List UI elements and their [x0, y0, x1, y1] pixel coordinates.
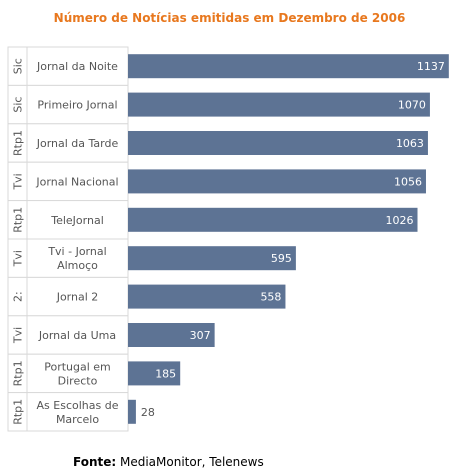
bar: [128, 169, 426, 194]
bar: [128, 54, 449, 79]
group-label: Rtp1: [12, 130, 25, 156]
source-text: MediaMonitor, Telenews: [116, 455, 264, 469]
data-label: 595: [271, 252, 292, 265]
label-cell: [26, 200, 129, 240]
bar: [128, 361, 181, 386]
category-label: Tvi - Jornal: [47, 245, 106, 258]
label-cell: [26, 161, 129, 202]
group-label: Tvi: [12, 327, 25, 344]
bar: [128, 284, 286, 309]
bar: [128, 131, 428, 155]
bar: [128, 399, 136, 424]
category-label: TeleJornal: [50, 214, 104, 227]
label-cell: [26, 276, 129, 317]
data-label: 1056: [394, 175, 422, 188]
category-label: Jornal da Uma: [38, 329, 116, 342]
data-label: 1063: [396, 137, 424, 150]
label-cell: [26, 84, 129, 125]
source-note: Fonte: MediaMonitor, Telenews: [73, 455, 264, 469]
category-label: Marcelo: [56, 413, 99, 426]
category-label: Directo: [58, 374, 98, 387]
category-label: Primeiro Jornal: [37, 99, 117, 112]
group-label: 2:: [12, 291, 25, 302]
data-label: 558: [260, 291, 281, 304]
group-label: Sic: [12, 97, 25, 113]
label-cell: [26, 353, 129, 394]
label-cell: [26, 392, 129, 432]
category-label: Jornal da Tarde: [36, 137, 119, 150]
group-label: Tvi: [12, 250, 25, 267]
data-label: 1137: [417, 60, 445, 73]
data-label: 307: [190, 329, 211, 342]
category-label: Jornal Nacional: [35, 175, 118, 188]
bar: [128, 207, 418, 232]
category-label: Almoço: [57, 259, 98, 272]
data-label: 1070: [398, 99, 426, 112]
data-label: 28: [141, 406, 155, 419]
bar: [128, 323, 215, 347]
chart-title: Número de Notícias emitidas em Dezembro …: [53, 11, 406, 25]
group-label: Rtp1: [12, 360, 25, 386]
bar: [128, 92, 430, 117]
data-label: 185: [155, 367, 176, 380]
group-label: Rtp1: [12, 207, 25, 233]
source-label: Fonte:: [73, 455, 117, 469]
label-cell: [26, 46, 129, 86]
category-label: Jornal 2: [56, 291, 99, 304]
group-label: Tvi: [12, 173, 25, 190]
category-label: Portugal em: [44, 360, 111, 373]
group-label: Sic: [12, 58, 25, 74]
data-label: 1026: [386, 214, 414, 227]
category-label: As Escolhas de: [37, 399, 119, 412]
label-cell: [26, 315, 129, 355]
group-label: Rtp1: [12, 399, 25, 425]
bar: [128, 246, 296, 271]
category-label: Jornal da Noite: [36, 60, 118, 73]
